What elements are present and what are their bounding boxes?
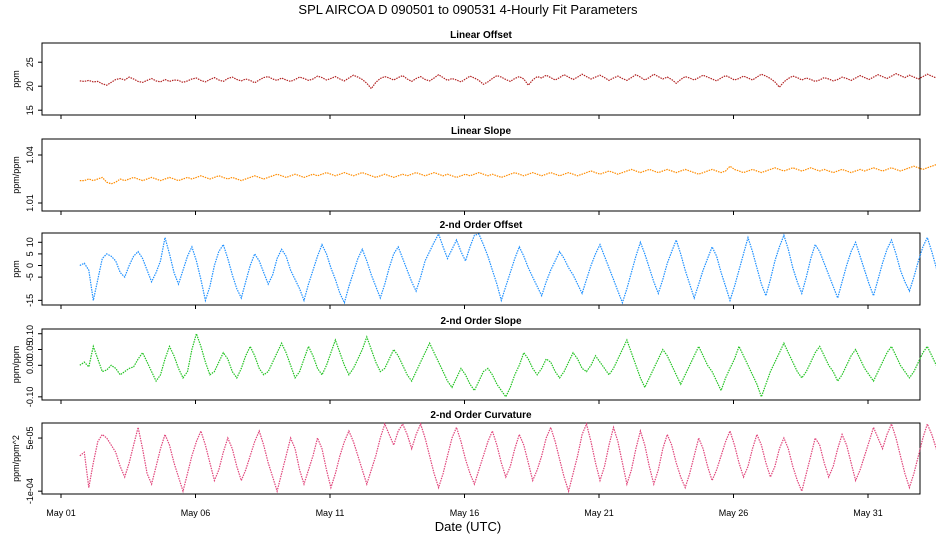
- y-axis-label: ppm/ppm^2: [11, 435, 21, 482]
- y-tick-label: 15: [25, 105, 35, 115]
- series-line: [79, 164, 936, 185]
- y-tick-label: 5: [25, 251, 35, 256]
- panel-3: 2-nd Order Offset ppm -15 -5 0 5 10: [11, 220, 936, 309]
- panel-title: 2-nd Order Slope: [440, 316, 522, 327]
- y-tick-label: 5e-05: [25, 427, 35, 450]
- panel-title: Linear Offset: [450, 30, 512, 41]
- panel-4: 2-nd Order Slope ppm/ppm -0.10 0.000.050.10: [11, 316, 936, 407]
- y-tick-label: 10: [25, 237, 35, 247]
- y-tick-label: 1.04: [25, 146, 35, 164]
- x-axis: May 01 May 06 May 11 May 16 May 21 May 26 May …: [46, 508, 883, 518]
- panel-title: Linear Slope: [451, 126, 511, 137]
- series-line: [79, 73, 936, 90]
- plot-frame: [41, 422, 921, 495]
- y-tick-label: 25: [25, 57, 35, 67]
- plot-frame: [41, 42, 921, 116]
- y-axis-label: ppm/ppm: [11, 156, 21, 194]
- y-tick-label: 0.05: [25, 341, 35, 359]
- y-tick-label: -5: [25, 273, 35, 281]
- x-tick-label: May 16: [450, 508, 480, 518]
- panel-2: Linear Slope ppm/ppm 1.01 1.04: [11, 126, 936, 215]
- y-tick-label: 0: [25, 263, 35, 268]
- plot-frame: [41, 138, 921, 212]
- panel-1: Linear Offset ppm 15 20 25: [11, 30, 936, 119]
- y-tick-label: 0.00: [25, 357, 35, 375]
- plot-frame: [41, 328, 921, 401]
- y-tick-label: 1.01: [25, 194, 35, 212]
- x-tick-label: May 06: [181, 508, 211, 518]
- x-axis-label: Date (UTC): [435, 519, 501, 534]
- x-tick-label: May 11: [316, 508, 345, 518]
- series-line: [79, 331, 936, 399]
- x-tick-label: May 21: [584, 508, 614, 518]
- series-line: [79, 232, 936, 305]
- panels: Linear Offset ppm 15 20 25 Linear Slope ppm/pp…: [11, 30, 936, 504]
- panel-title: 2-nd Order Curvature: [430, 410, 532, 421]
- plot-frame: [41, 232, 921, 306]
- x-tick-label: May 26: [719, 508, 749, 518]
- y-tick-label: -0.10: [25, 387, 35, 408]
- y-tick-label: -1e-04: [25, 478, 35, 504]
- x-tick-label: May 01: [46, 508, 76, 518]
- y-tick-label: 20: [25, 81, 35, 91]
- series-line: [79, 422, 936, 494]
- y-axis-label: ppm: [11, 260, 21, 278]
- panel-5: 2-nd Order Curvature ppm/ppm^2 -1e-04 5e-05: [11, 410, 936, 504]
- y-axis-label: ppm: [11, 70, 21, 88]
- y-tick-label: -15: [25, 294, 35, 307]
- figure-title: SPL AIRCOA D 090501 to 090531 4-Hourly F…: [298, 2, 638, 17]
- y-axis-label: ppm/ppm: [11, 346, 21, 384]
- x-tick-label: May 31: [853, 508, 883, 518]
- panel-title: 2-nd Order Offset: [440, 220, 523, 231]
- y-tick-label: 0.10: [25, 325, 35, 343]
